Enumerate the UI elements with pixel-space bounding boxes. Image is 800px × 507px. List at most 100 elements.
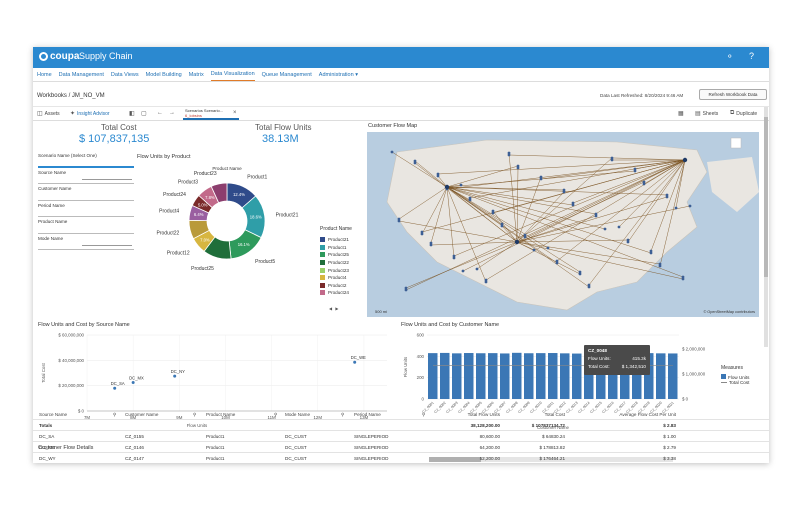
back-icon[interactable]: ← <box>157 110 163 116</box>
scroll-thumb[interactable] <box>764 117 768 277</box>
flow-line <box>675 159 686 209</box>
bar-cz_0016 <box>608 353 618 399</box>
bar-chart-scroll-thumb[interactable] <box>429 457 481 462</box>
bell-icon[interactable]: ⚬ <box>726 51 734 61</box>
customer-point <box>484 278 488 282</box>
customer-point <box>461 269 465 273</box>
customer-point <box>665 195 669 199</box>
pager-next-icon[interactable]: ▶ <box>335 306 339 311</box>
flow-line <box>446 186 503 225</box>
legend-item-product22[interactable]: Product22 <box>320 259 349 267</box>
flow-line <box>516 181 645 243</box>
nav-model-building[interactable]: Model Building <box>145 71 182 78</box>
help-icon[interactable]: ? <box>749 51 755 61</box>
legend-item-product4[interactable]: Product4 <box>320 274 349 282</box>
legend-item-product25[interactable]: Product25 <box>320 251 349 259</box>
bar-y2-tick: $ 0 <box>682 397 689 402</box>
legend-item-product24[interactable]: Product24 <box>320 289 349 297</box>
table-title: Customer Flow Details <box>38 445 94 451</box>
grid-icon[interactable]: ▦ <box>678 111 684 117</box>
customer-point <box>555 261 559 265</box>
bar-chart-scrollbar[interactable] <box>429 457 673 462</box>
insight-advisor-button[interactable]: ✦ Insight Advisor <box>70 110 110 118</box>
donut-label-product21: Product21 <box>276 213 299 219</box>
nav-queue-management[interactable]: Queue Management <box>261 71 312 78</box>
scatter-x-tick: 12M <box>313 415 322 420</box>
donut-legend: Product21 Product1 Product25 Product22 Produ… <box>320 236 349 297</box>
filter-mode[interactable]: Mode Name <box>38 234 134 250</box>
scatter-x-tick: 13M <box>360 415 369 420</box>
total-flow-value: 38.13M <box>262 133 299 145</box>
flow-line <box>405 241 518 289</box>
coupa-logo[interactable]: coupa <box>39 51 79 62</box>
toggle-panel-icon[interactable]: ◧ <box>129 111 135 117</box>
pager-prev-icon[interactable]: ◀ <box>329 306 333 311</box>
legend-item-product2[interactable]: Product2 <box>320 282 349 290</box>
flow-line <box>516 241 684 280</box>
scatter-point-label: DC_MX <box>129 376 144 381</box>
scatter-x-tick: 11M <box>268 415 277 420</box>
nav-home[interactable]: Home <box>37 71 52 78</box>
close-tab-icon[interactable]: × <box>233 110 237 116</box>
measures-legend: Measures Flow Units Total Cost <box>721 365 749 385</box>
customer-flow-map[interactable]: 500 mi © OpenStreetMap contributors <box>367 132 759 317</box>
legend-item-product23[interactable]: Product23 <box>320 266 349 274</box>
vertical-scrollbar[interactable] <box>764 107 768 347</box>
legend-item-product1[interactable]: Product1 <box>320 244 349 252</box>
nav-administration[interactable]: Administration ▾ <box>319 69 358 81</box>
filter-period[interactable]: Period Name <box>38 201 134 217</box>
dc-point <box>444 184 450 190</box>
flow-line <box>437 159 686 175</box>
nav-matrix[interactable]: Matrix <box>188 71 204 78</box>
flow-line <box>405 159 686 291</box>
filter-source[interactable]: Source Name <box>38 168 134 184</box>
bar-x-tick: CZ_0006 <box>481 401 494 414</box>
total-flow-label: Total Flow Units <box>255 123 312 132</box>
legend-item-product21[interactable]: Product21 <box>320 236 349 244</box>
filter-scenario[interactable]: Scenario Name (Select One) <box>38 151 134 168</box>
bar-x-tick: CZ_0008 <box>505 401 518 414</box>
bar-ylabel: Flow Units <box>403 356 408 377</box>
bar-cz_0019 <box>644 353 654 399</box>
legend-label: Product2 <box>328 282 347 288</box>
forward-icon[interactable]: → <box>169 110 175 116</box>
filter-customer[interactable]: Customer Name <box>38 184 134 201</box>
flow-line <box>627 159 686 243</box>
scatter-point-dc_we <box>353 360 357 364</box>
customer-point <box>539 177 543 181</box>
flow-line <box>634 159 686 170</box>
donut-percent-product24: 5.0% <box>198 203 208 208</box>
flow-line <box>446 186 590 288</box>
selection-tool-icon[interactable]: ▢ <box>141 111 147 117</box>
bar-chart[interactable]: 0 200 400 600 $ 0 $ 1,000,000 $ 2,000,000 Flow … <box>399 329 719 435</box>
scatter-x-tick: 10M <box>221 415 230 420</box>
customer-point <box>674 206 678 210</box>
flow-line <box>516 157 613 243</box>
refresh-workbook-button[interactable]: Refresh Workbook Data <box>699 89 767 100</box>
sheets-button[interactable]: ▤ Sheets <box>695 110 718 118</box>
legend-pager[interactable]: ◀ ▶ <box>329 306 339 311</box>
donut-chart[interactable]: Product Name Product1 12.4% Product21 18.6% P… <box>137 161 317 273</box>
assets-button[interactable]: ◫ Assets <box>37 110 60 118</box>
customer-point <box>404 286 408 290</box>
measures-title: Measures <box>721 365 743 371</box>
flow-line <box>446 186 581 273</box>
nav-data-views[interactable]: Data Views <box>110 71 139 78</box>
scatter-y-tick: $ 20,000,000 <box>58 383 84 388</box>
flow-line <box>516 176 542 243</box>
breadcrumb[interactable]: Workbooks / JM_NO_VM <box>37 93 105 99</box>
last-refreshed-text: Data Last Refreshed: 8/20/2024 9:46 AM <box>600 93 684 98</box>
legend-label: Product22 <box>328 260 349 266</box>
donut-label-product5: Product5 <box>255 259 275 265</box>
flow-line <box>492 210 518 243</box>
filter-product[interactable]: Product Name <box>38 217 134 234</box>
flow-line <box>516 241 661 265</box>
nav-data-visualization[interactable]: Data Visualization <box>210 68 255 81</box>
nav-data-management[interactable]: Data Management <box>58 71 104 78</box>
flow-line <box>391 151 448 188</box>
scatter-chart[interactable]: $ 0 $ 20,000,000 $ 40,000,000 $ 60,000,000 7… <box>37 329 399 435</box>
sheet-tab-scenarios[interactable]: Scenarios Scenario... 6_lobsins <box>183 108 239 120</box>
flow-line <box>618 159 686 228</box>
customer-point <box>452 254 456 258</box>
duplicate-button[interactable]: ⧉ Duplicate <box>730 110 757 117</box>
